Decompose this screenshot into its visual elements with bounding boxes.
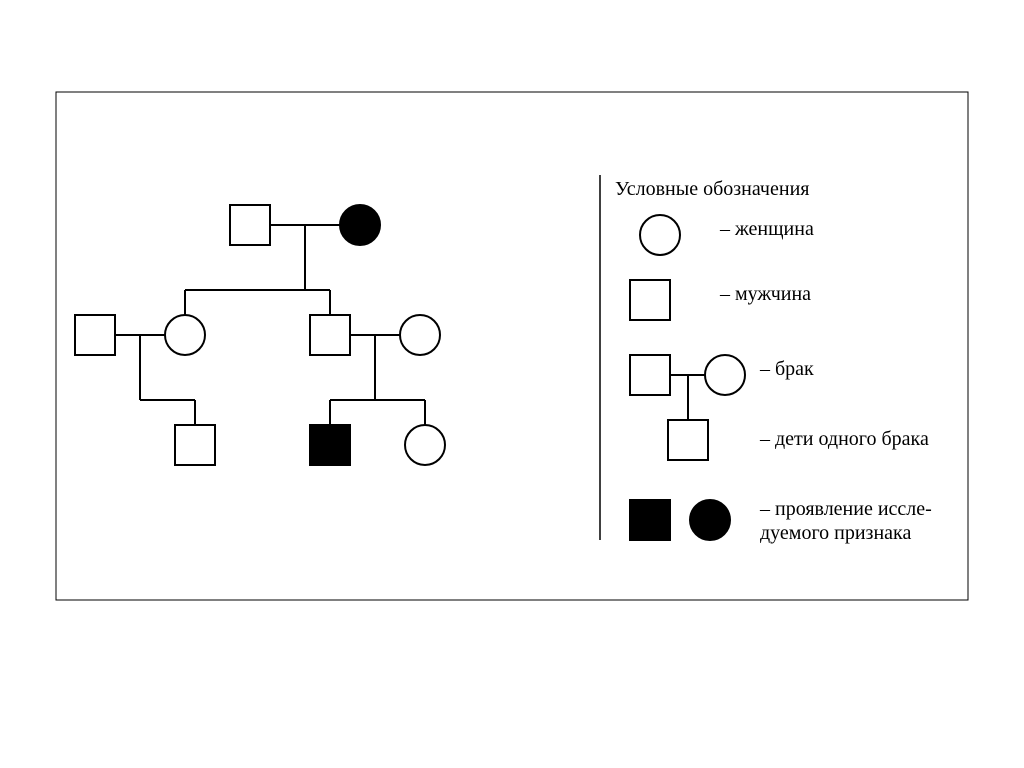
legend-affected-1-circle (690, 500, 730, 540)
legend-label-marriage: – брак (759, 358, 814, 380)
legend-label-male: – мужчина (719, 283, 811, 305)
legend-child-square (668, 420, 708, 460)
pedigree-diagram: Условные обозначения – женщина – мужчина – … (0, 0, 1024, 768)
node-g3m_left-square (175, 425, 215, 465)
diagram-svg: Условные обозначения – женщина – мужчина – … (0, 0, 1024, 768)
legend-title: Условные обозначения (615, 178, 809, 200)
node-g2f_right-circle (400, 315, 440, 355)
legend-marriage-1-circle (705, 355, 745, 395)
legend-male-0-square (630, 280, 670, 320)
legend-label-affected-1: дуемого признака (760, 522, 911, 544)
node-g3m_mid-square (310, 425, 350, 465)
node-g2m_right-square (310, 315, 350, 355)
legend-label-children: – дети одного брака (759, 428, 929, 450)
node-g3f_right-circle (405, 425, 445, 465)
node-g1m-square (230, 205, 270, 245)
legend-affected-0-square (630, 500, 670, 540)
node-g1f-circle (340, 205, 380, 245)
legend-marriage-0-square (630, 355, 670, 395)
legend-female-0-circle (640, 215, 680, 255)
node-g2f_left-circle (165, 315, 205, 355)
node-g2m_left-square (75, 315, 115, 355)
legend-label-affected-0: – проявление иссле- (759, 498, 932, 520)
legend-label-female: – женщина (719, 218, 814, 240)
